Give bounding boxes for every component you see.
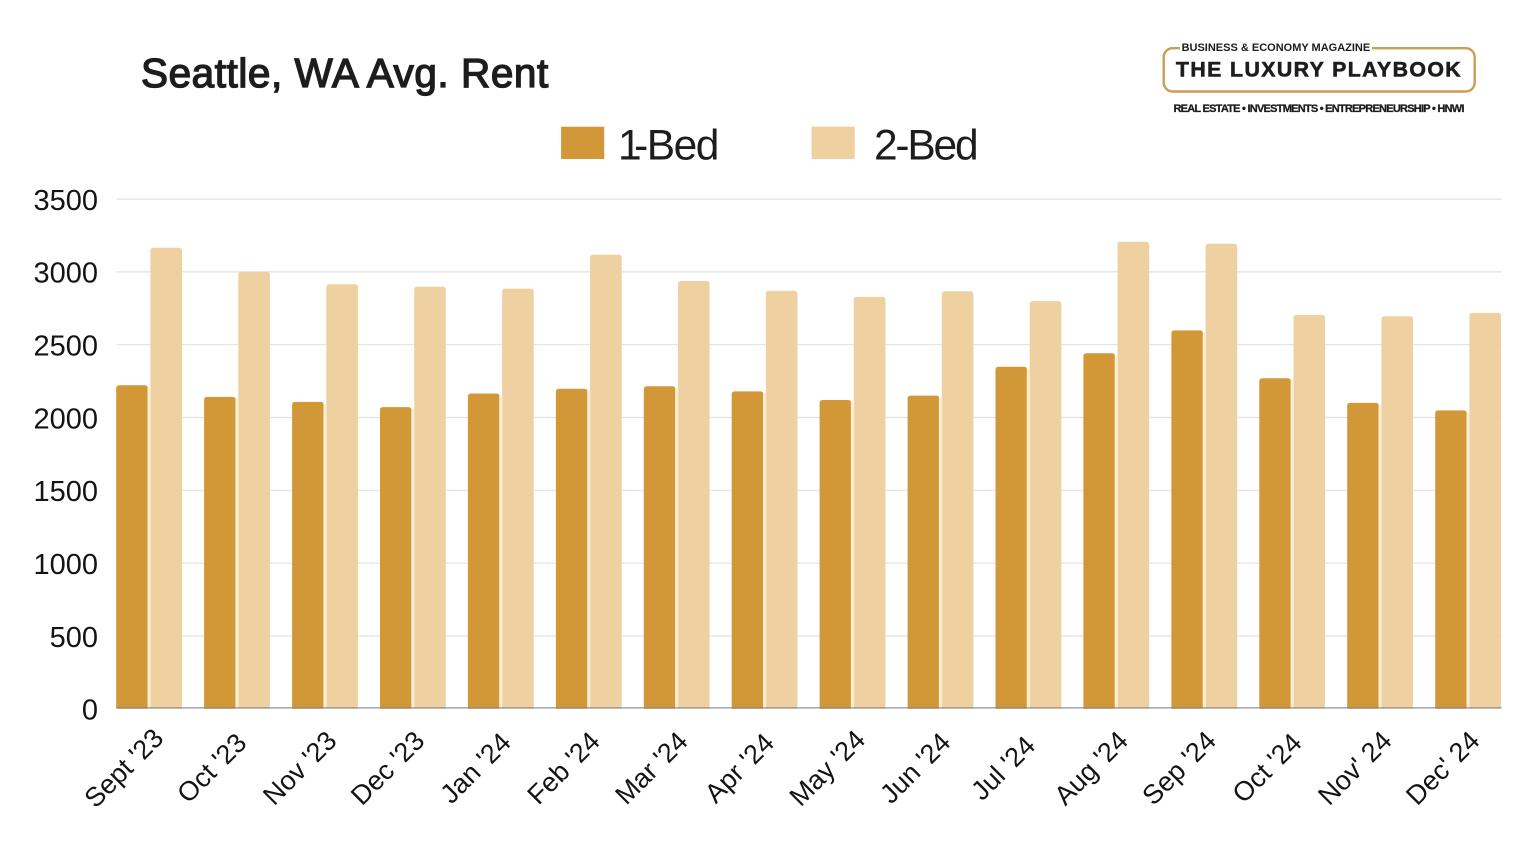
svg-text:2000: 2000: [33, 403, 98, 435]
svg-text:THE LUXURY PLAYBOOK: THE LUXURY PLAYBOOK: [1176, 58, 1462, 82]
svg-text:0: 0: [82, 695, 98, 727]
svg-text:2-Bed: 2-Bed: [874, 123, 976, 170]
svg-text:REAL ESTATE • INVESTMENTS • EN: REAL ESTATE • INVESTMENTS • ENTREPRENEUR…: [1173, 103, 1464, 115]
svg-text:3000: 3000: [33, 258, 98, 290]
svg-text:2500: 2500: [33, 331, 98, 363]
svg-text:1500: 1500: [33, 476, 98, 508]
svg-text:1000: 1000: [33, 549, 98, 581]
svg-text:1-Bed: 1-Bed: [618, 123, 718, 170]
svg-text:BUSINESS & ECONOMY MAGAZINE: BUSINESS & ECONOMY MAGAZINE: [1182, 42, 1371, 54]
svg-text:3500: 3500: [33, 185, 98, 217]
svg-text:Seattle, WA Avg. Rent: Seattle, WA Avg. Rent: [141, 50, 549, 96]
svg-text:500: 500: [50, 622, 98, 654]
